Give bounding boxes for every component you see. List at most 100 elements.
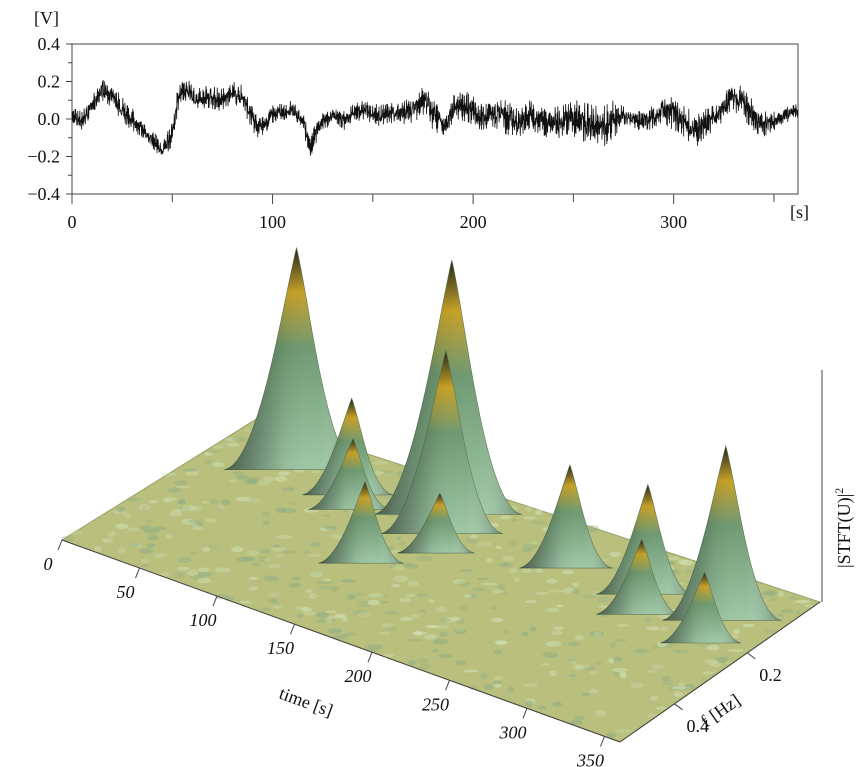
surface-texture-blob — [378, 594, 388, 597]
surface-texture-blob — [493, 680, 503, 686]
surface-texture-blob — [390, 584, 401, 588]
surface-texture-blob — [615, 728, 632, 734]
surface-texture-blob — [662, 679, 673, 686]
surface-texture-blob — [226, 442, 240, 447]
surface-texture-blob — [644, 616, 652, 623]
surface-texture-blob — [178, 507, 191, 511]
surface-texture-blob — [572, 664, 583, 671]
surface-texture-blob — [495, 545, 502, 550]
surface-texture-blob — [646, 626, 660, 631]
surface-texture-blob — [302, 550, 312, 554]
surface-texture-blob — [528, 541, 538, 545]
voltage-xtick-label: 0 — [68, 212, 77, 232]
surface-texture-blob — [614, 639, 627, 643]
surface-texture-blob — [572, 582, 579, 587]
surface-texture-blob — [418, 663, 431, 670]
surface-texture-blob — [647, 669, 658, 674]
time-tick — [57, 539, 63, 551]
voltage-xtick-label: 200 — [460, 212, 487, 232]
z-axis-title-sup: 2 — [832, 488, 846, 494]
surface-texture-blob — [522, 548, 533, 553]
surface-texture-blob — [495, 640, 508, 645]
surface-texture-blob — [634, 648, 649, 654]
surface-texture-blob — [507, 539, 519, 546]
surface-texture-blob — [465, 538, 479, 544]
surface-texture-blob — [768, 598, 778, 602]
surface-texture-blob — [115, 523, 129, 530]
freq-tick-label: 0.2 — [759, 665, 782, 685]
voltage-ytick-label: 0.4 — [38, 34, 61, 54]
surface-texture-blob — [525, 600, 538, 604]
surface-texture-blob — [187, 569, 199, 576]
surface-peak-shading — [380, 350, 504, 534]
surface-texture-blob — [405, 593, 417, 597]
surface-texture-blob — [167, 487, 182, 493]
surface-texture-blob — [454, 628, 466, 635]
surface-texture-blob — [620, 673, 627, 680]
surface-texture-blob — [609, 642, 617, 648]
surface-texture-blob — [677, 559, 688, 565]
surface-texture-blob — [352, 610, 368, 615]
surface-texture-blob — [282, 487, 295, 492]
surface-texture-blob — [401, 562, 411, 567]
surface-texture-blob — [328, 628, 342, 634]
surface-peak-shading — [308, 438, 390, 510]
surface-texture-blob — [139, 548, 154, 554]
surface-texture-blob — [288, 582, 302, 588]
surface-texture-blob — [343, 632, 358, 637]
surface-texture-blob — [583, 594, 598, 599]
surface-texture-blob — [700, 678, 707, 682]
surface-texture-blob — [201, 501, 210, 504]
surface-texture-blob — [177, 566, 189, 571]
surface-texture-blob — [535, 591, 550, 596]
surface-texture-blob — [316, 619, 330, 624]
voltage-chart: [V] [s] 0.4 0.2 0.0 −0.2 −0.4 0 100 200 300 — [27, 8, 809, 232]
surface-texture-blob — [309, 572, 325, 577]
surface-texture-blob — [393, 575, 409, 582]
surface-texture-blob — [795, 600, 811, 604]
surface-texture-blob — [116, 506, 126, 513]
surface-texture-blob — [502, 629, 510, 634]
surface-texture-blob — [431, 649, 440, 653]
surface-texture-blob — [545, 641, 562, 647]
surface-texture-blob — [339, 615, 346, 618]
surface-texture-blob — [432, 638, 449, 645]
surface-texture-blob — [271, 546, 287, 552]
voltage-ytick-label: 0.2 — [38, 72, 61, 92]
surface-texture-blob — [318, 585, 330, 590]
surface-texture-blob — [531, 520, 546, 525]
voltage-ytick-label: 0.0 — [38, 109, 61, 129]
surface-texture-blob — [262, 520, 270, 525]
surface-texture-blob — [364, 644, 375, 651]
freq-axis-line — [619, 601, 821, 743]
surface-texture-blob — [182, 504, 197, 512]
surface-texture-blob — [724, 661, 733, 665]
spectrogram-surface: 0 50 100 150 200 250 300 350 time [s] 0.2 0.4 f … — [44, 247, 855, 767]
surface-texture-blob — [382, 654, 395, 657]
surface-texture-blob — [424, 625, 440, 628]
surface-texture-blob — [370, 649, 378, 653]
surface-texture-blob — [569, 659, 578, 665]
surface-texture-blob — [574, 635, 584, 641]
surface-texture-blob — [710, 661, 722, 668]
surface-texture-blob — [182, 468, 198, 473]
surface-texture-blob — [118, 547, 126, 554]
surface-texture-blob — [575, 664, 591, 669]
surface-texture-blob — [141, 564, 149, 568]
surface-texture-blob — [650, 643, 660, 650]
surface-texture-blob — [310, 470, 320, 474]
time-tick — [522, 708, 528, 719]
surface-texture-blob — [243, 478, 257, 485]
surface-texture-blob — [780, 608, 793, 614]
surface-texture-blob — [455, 660, 467, 666]
surface-texture-blob — [508, 686, 515, 693]
surface-texture-blob — [804, 604, 813, 608]
surface-texture-blob — [521, 631, 529, 637]
surface-texture-blob — [161, 472, 177, 477]
surface-texture-blob — [232, 471, 244, 475]
freq-tick-label: 0.4 — [687, 716, 710, 736]
surface-texture-blob — [529, 626, 537, 632]
surface-texture-blob — [248, 586, 259, 591]
surface-peak-shading — [659, 572, 742, 643]
voltage-xlabel: [s] — [790, 202, 809, 222]
